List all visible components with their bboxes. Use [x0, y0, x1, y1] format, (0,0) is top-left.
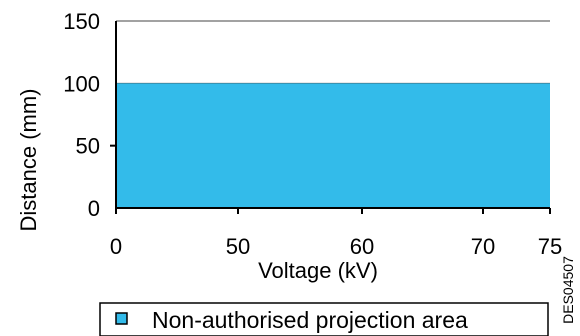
y-tick-labels: 0 50 100 150: [63, 9, 100, 221]
y-axis-label: Distance (mm): [16, 88, 41, 231]
legend: Non-authorised projection area: [99, 302, 549, 336]
x-axis-label: Voltage (kV): [258, 258, 378, 283]
figure-code: DES04507: [560, 256, 576, 324]
x-tick-label: 75: [538, 234, 562, 259]
legend-label: Non-authorised projection area: [152, 307, 468, 333]
x-tick-labels: 0 50 60 70 75: [110, 234, 562, 259]
x-tick-label: 60: [350, 234, 374, 259]
legend-swatch: [115, 312, 128, 325]
x-tick-label: 70: [471, 234, 495, 259]
projection-area-fill: [116, 83, 550, 208]
axes: [110, 21, 551, 214]
x-tick-label: 50: [226, 234, 250, 259]
y-tick-label: 0: [88, 196, 100, 221]
x-tick-label: 0: [110, 234, 122, 259]
legend-box: [99, 302, 549, 336]
gridlines: [116, 20, 550, 84]
y-tick-label: 100: [63, 71, 100, 96]
y-tick-label: 150: [63, 9, 100, 34]
y-tick-label: 50: [76, 134, 100, 159]
